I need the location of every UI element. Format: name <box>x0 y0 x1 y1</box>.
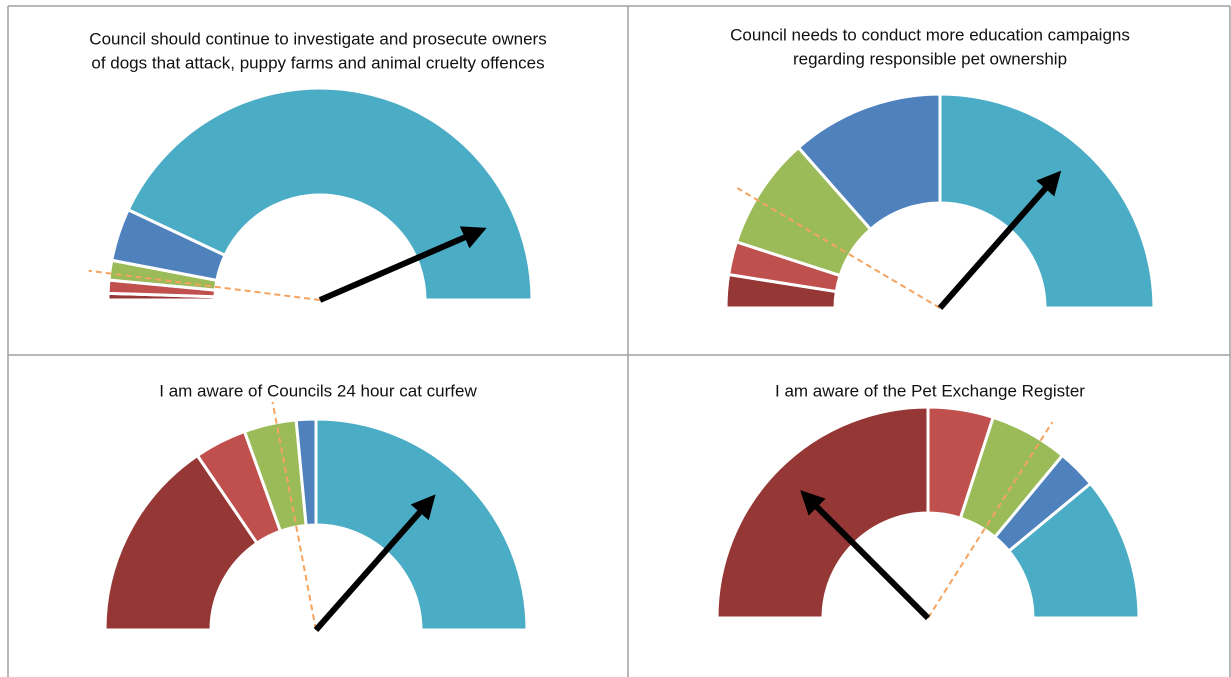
gauge-segment <box>314 417 529 632</box>
chart-title: Council should continue to investigate a… <box>89 29 546 48</box>
chart-title: regarding responsible pet ownership <box>793 49 1067 68</box>
gauge-segment <box>1006 481 1141 620</box>
reference-line <box>927 421 1054 619</box>
chart-title: I am aware of the Pet Exchange Register <box>775 381 1085 400</box>
gauge-segment <box>126 86 534 302</box>
needle <box>313 494 436 632</box>
chart-title: of dogs that attack, puppy farms and ani… <box>91 53 544 72</box>
reference-line <box>271 401 317 631</box>
gauge-segment <box>103 453 260 632</box>
needle <box>937 170 1062 310</box>
chart-title: Council needs to conduct more education … <box>730 25 1130 44</box>
chart-title: I am aware of Councils 24 hour cat curfe… <box>159 381 477 400</box>
needle <box>318 226 487 303</box>
reference-line <box>88 269 321 301</box>
gauge-segment <box>938 92 1156 310</box>
needle <box>800 490 931 621</box>
